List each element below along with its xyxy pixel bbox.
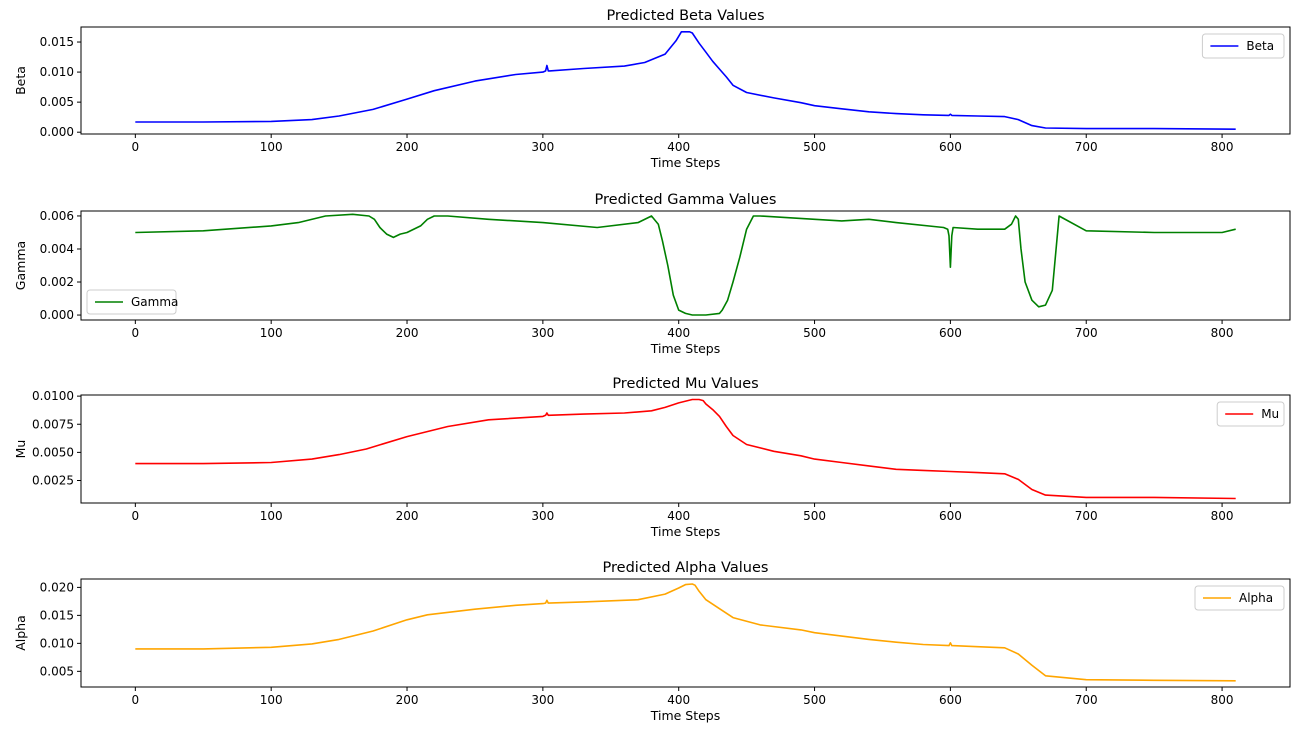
x-tick-label: 0: [132, 140, 140, 154]
x-tick-label: 100: [260, 326, 283, 340]
chart-title: Predicted Alpha Values: [603, 560, 769, 576]
axes-frame: [80, 26, 1291, 135]
x-tick-label: 100: [260, 140, 283, 154]
x-tick-label: 500: [803, 140, 826, 154]
y-tick-label: 0.002: [40, 275, 74, 289]
chart-title: Predicted Beta Values: [606, 8, 764, 24]
x-tick-label: 600: [939, 140, 962, 154]
legend-box: [1194, 585, 1285, 611]
y-tick-label: 0.004: [40, 242, 74, 256]
x-tick-label: 700: [1075, 509, 1098, 523]
legend-label: Gamma: [131, 295, 178, 309]
y-tick-label: 0.0050: [32, 445, 74, 459]
x-tick-label: 100: [260, 693, 283, 707]
x-tick-label: 200: [396, 326, 419, 340]
x-tick-label: 600: [939, 326, 962, 340]
series-line-beta: [135, 30, 1236, 130]
x-axis-label: Time Steps: [650, 524, 721, 539]
x-tick-label: 0: [132, 509, 140, 523]
y-tick-label: 0.010: [40, 65, 74, 79]
y-tick-label: 0.006: [40, 209, 74, 223]
axes-frame: [80, 394, 1291, 504]
y-tick-label: 0.020: [40, 580, 74, 594]
chart-panel-alpha: Predicted Alpha Values 0 100 200 300 400 500 60…: [13, 560, 1291, 723]
x-tick-label: 500: [803, 326, 826, 340]
legend-label: Alpha: [1239, 591, 1273, 605]
x-tick-label: 0: [132, 326, 140, 340]
x-tick-label: 400: [667, 326, 690, 340]
x-tick-label: 700: [1075, 326, 1098, 340]
x-tick-label: 500: [803, 693, 826, 707]
x-axis-label: Time Steps: [650, 155, 721, 170]
x-tick-label: 600: [939, 693, 962, 707]
x-tick-label: 700: [1075, 693, 1098, 707]
x-tick-label: 800: [1211, 326, 1234, 340]
axes-frame: [80, 210, 1291, 321]
x-tick-label: 300: [531, 693, 554, 707]
x-tick-label: 100: [260, 509, 283, 523]
y-tick-label: 0.005: [40, 664, 74, 678]
series-line-alpha: [135, 583, 1236, 682]
y-tick-label: 0.000: [40, 308, 74, 322]
x-tick-label: 300: [531, 140, 554, 154]
y-tick-label: 0.015: [40, 608, 74, 622]
x-tick-label: 800: [1211, 509, 1234, 523]
x-tick-label: 400: [667, 509, 690, 523]
x-axis-label: Time Steps: [650, 708, 721, 723]
x-tick-label: 400: [667, 140, 690, 154]
y-tick-label: 0.0075: [32, 417, 74, 431]
chart-title: Predicted Gamma Values: [595, 192, 777, 208]
x-tick-label: 800: [1211, 693, 1234, 707]
y-axis-label: Mu: [13, 440, 28, 459]
y-axis-label: Gamma: [13, 241, 28, 290]
x-axis-label: Time Steps: [650, 341, 721, 356]
x-tick-label: 200: [396, 509, 419, 523]
x-tick-label: 0: [132, 693, 140, 707]
y-tick-label: 0.015: [40, 35, 74, 49]
legend: Beta: [1201, 33, 1285, 59]
y-tick-label: 0.005: [40, 95, 74, 109]
y-tick-label: 0.000: [40, 125, 74, 139]
x-tick-label: 200: [396, 693, 419, 707]
x-tick-label: 300: [531, 326, 554, 340]
x-tick-label: 400: [667, 693, 690, 707]
legend: Alpha: [1194, 585, 1285, 611]
x-tick-label: 600: [939, 509, 962, 523]
axes-frame: [80, 578, 1291, 688]
y-tick-label: 0.0100: [32, 389, 74, 403]
y-tick-label: 0.010: [40, 636, 74, 650]
x-tick-label: 700: [1075, 140, 1098, 154]
chart-title: Predicted Mu Values: [612, 376, 758, 392]
chart-panel-gamma: Predicted Gamma Values 0 100 200 300 400 500 60…: [13, 192, 1291, 356]
legend-label: Mu: [1261, 407, 1279, 421]
legend-label: Beta: [1246, 39, 1274, 53]
series-line-mu: [135, 398, 1236, 500]
x-tick-label: 200: [396, 140, 419, 154]
series-line-gamma: [135, 213, 1236, 316]
chart-panel-mu: Predicted Mu Values 0 100 200 300 400 500 600 70…: [13, 376, 1291, 539]
x-tick-label: 500: [803, 509, 826, 523]
legend: Mu: [1216, 401, 1285, 427]
x-tick-label: 300: [531, 509, 554, 523]
legend-box: [86, 289, 177, 315]
legend: Gamma: [86, 289, 178, 315]
y-axis-label: Beta: [13, 66, 28, 95]
y-tick-label: 0.0025: [32, 474, 74, 488]
chart-panel-beta: Predicted Beta Values 0 100 200 300 400 500 600…: [13, 8, 1291, 170]
y-axis-label: Alpha: [13, 615, 28, 651]
legend-box: [1201, 33, 1285, 59]
x-tick-label: 800: [1211, 140, 1234, 154]
